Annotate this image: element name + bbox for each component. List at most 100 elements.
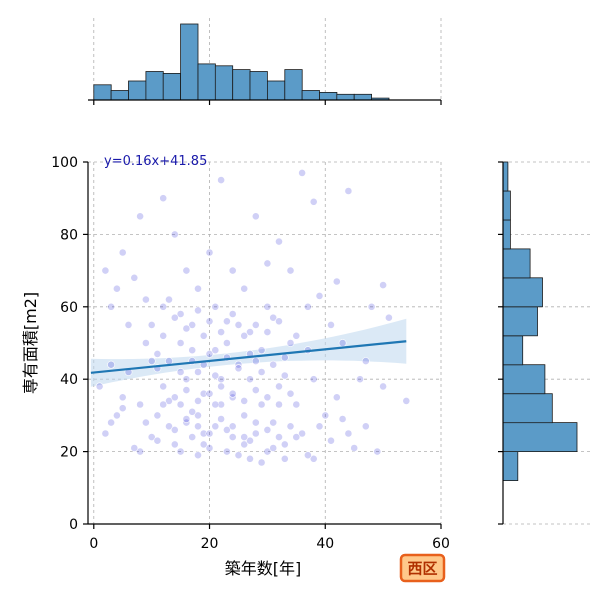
data-point bbox=[303, 302, 312, 311]
data-point bbox=[136, 212, 144, 221]
data-point bbox=[240, 411, 249, 420]
data-point bbox=[205, 444, 214, 452]
data-point bbox=[263, 302, 272, 311]
data-point bbox=[194, 451, 202, 460]
scatter-points bbox=[95, 168, 411, 467]
regression-confidence-band bbox=[90, 318, 407, 387]
data-point bbox=[280, 371, 289, 380]
data-point bbox=[113, 284, 121, 293]
data-point bbox=[315, 422, 324, 431]
data-point bbox=[217, 400, 225, 409]
x-axis-label: 築年数[年] bbox=[225, 559, 302, 578]
y-hist-bar bbox=[502, 364, 546, 395]
data-point bbox=[275, 237, 283, 246]
data-point bbox=[269, 444, 278, 452]
data-point bbox=[263, 393, 272, 402]
data-point bbox=[188, 407, 197, 416]
data-point bbox=[327, 436, 335, 445]
regression-equation: y=0.16x+41.85 bbox=[104, 154, 207, 169]
x-tick-label: 40 bbox=[316, 536, 334, 552]
data-point bbox=[373, 447, 382, 456]
data-point bbox=[228, 433, 237, 441]
data-point bbox=[176, 339, 185, 347]
data-point bbox=[165, 295, 173, 304]
data-point bbox=[275, 382, 283, 391]
data-point bbox=[298, 429, 306, 438]
data-point bbox=[269, 313, 278, 322]
data-point bbox=[257, 458, 266, 467]
data-point bbox=[159, 302, 168, 311]
x-hist-bar bbox=[232, 69, 251, 101]
data-point bbox=[344, 429, 353, 438]
data-point bbox=[170, 440, 179, 449]
data-point bbox=[118, 393, 127, 402]
data-point bbox=[228, 422, 237, 431]
data-point bbox=[211, 400, 220, 409]
data-point bbox=[332, 277, 341, 286]
data-point bbox=[222, 447, 231, 456]
data-point bbox=[118, 248, 127, 257]
data-point bbox=[136, 447, 144, 456]
data-point bbox=[194, 284, 202, 293]
data-point bbox=[246, 375, 254, 384]
data-point bbox=[286, 266, 295, 275]
x-tick-label: 20 bbox=[201, 536, 219, 552]
y-hist-bar bbox=[502, 393, 553, 424]
data-point bbox=[165, 422, 173, 431]
data-point bbox=[107, 302, 115, 311]
data-point bbox=[338, 339, 347, 347]
data-point bbox=[379, 281, 387, 289]
data-point bbox=[159, 382, 168, 391]
data-point bbox=[286, 389, 295, 398]
data-point bbox=[217, 176, 225, 184]
x-hist-bar bbox=[162, 73, 181, 101]
data-point bbox=[384, 313, 393, 322]
data-point bbox=[350, 444, 359, 452]
data-point bbox=[101, 266, 110, 275]
data-point bbox=[147, 357, 156, 365]
y-tick-label: 60 bbox=[60, 300, 78, 316]
data-point bbox=[130, 444, 139, 452]
data-point bbox=[159, 194, 168, 203]
y-hist-bar bbox=[502, 248, 531, 279]
data-point bbox=[176, 368, 185, 376]
data-point bbox=[147, 433, 156, 441]
data-point bbox=[194, 306, 202, 315]
x-hist-bar bbox=[353, 93, 373, 101]
region-badge-label: 西区 bbox=[407, 560, 437, 578]
data-point bbox=[251, 418, 260, 427]
data-point bbox=[141, 295, 150, 304]
data-point bbox=[222, 339, 231, 347]
data-point bbox=[217, 328, 225, 336]
data-point bbox=[367, 302, 376, 311]
x-hist-bar bbox=[301, 90, 320, 101]
data-point bbox=[251, 320, 260, 329]
data-point bbox=[280, 440, 289, 449]
data-point bbox=[188, 320, 197, 329]
data-point bbox=[182, 324, 191, 333]
data-point bbox=[205, 248, 214, 257]
x-hist-bar bbox=[197, 63, 216, 101]
data-point bbox=[257, 400, 266, 409]
x-hist-bar bbox=[93, 84, 112, 101]
data-point bbox=[309, 454, 318, 463]
data-point bbox=[257, 368, 266, 376]
data-point bbox=[194, 411, 202, 420]
x-hist-bar bbox=[128, 80, 147, 101]
data-point bbox=[240, 331, 249, 340]
data-point bbox=[199, 429, 208, 438]
data-point bbox=[228, 310, 237, 318]
x-marginal-histogram bbox=[93, 23, 390, 101]
data-point bbox=[402, 396, 411, 405]
data-point bbox=[338, 415, 347, 423]
data-point bbox=[188, 433, 197, 441]
data-point bbox=[327, 320, 335, 329]
data-point bbox=[356, 375, 364, 384]
data-point bbox=[153, 436, 162, 445]
data-point bbox=[222, 317, 231, 326]
data-point bbox=[275, 400, 283, 409]
data-point bbox=[101, 429, 110, 438]
data-point bbox=[263, 259, 272, 268]
data-point bbox=[95, 382, 104, 391]
